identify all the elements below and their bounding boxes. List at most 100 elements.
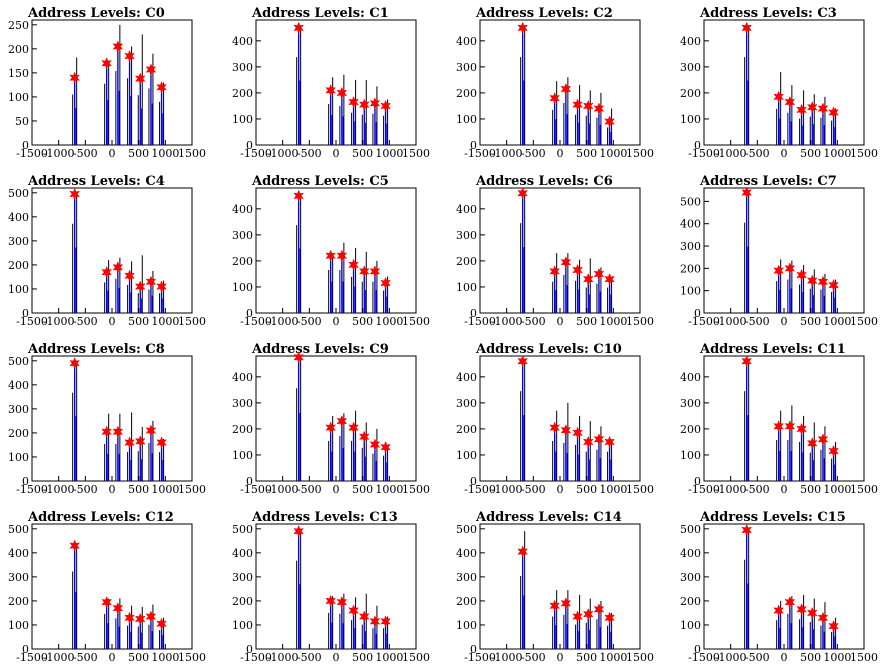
x-tick-label: 1000 bbox=[375, 483, 403, 496]
y-tick-label: 200 bbox=[232, 87, 253, 100]
peak-marker bbox=[560, 597, 572, 610]
y-tick-label: 300 bbox=[680, 240, 701, 253]
x-tick-label: -500 bbox=[73, 147, 98, 160]
y-tick-label: 100 bbox=[232, 281, 253, 294]
x-tick-label: 0 bbox=[781, 147, 788, 160]
x-tick-label: -1000 bbox=[267, 147, 299, 160]
peak-marker bbox=[572, 610, 583, 623]
x-tick-label: 0 bbox=[333, 315, 340, 328]
y-tick-label: 500 bbox=[8, 187, 29, 200]
x-tick-label: -1000 bbox=[43, 651, 75, 664]
y-tick-label: 100 bbox=[456, 449, 477, 462]
x-tick-label: -1500 bbox=[464, 651, 496, 664]
x-tick-label: -1500 bbox=[240, 483, 272, 496]
y-tick-label: 0 bbox=[22, 139, 29, 152]
peak-marker bbox=[773, 264, 785, 277]
x-tick-label: -1500 bbox=[464, 483, 496, 496]
y-tick-label: 300 bbox=[232, 571, 253, 584]
chart-panel: Address Levels: C11 0 100 200 300 400 -1500-10… bbox=[680, 342, 878, 496]
y-tick-label: 100 bbox=[8, 451, 29, 464]
x-tick-label: 0 bbox=[109, 651, 116, 664]
x-tick-label: -1000 bbox=[267, 483, 299, 496]
peak-marker bbox=[741, 186, 753, 199]
y-tick-label: 0 bbox=[470, 139, 477, 152]
x-tick-label: 1500 bbox=[402, 315, 430, 328]
plot-frame bbox=[703, 187, 865, 314]
peak-marker bbox=[145, 63, 157, 76]
y-tick-label: 0 bbox=[22, 475, 29, 488]
x-tick-label: 1000 bbox=[375, 147, 403, 160]
peak-marker bbox=[134, 612, 146, 626]
x-tick-label: -500 bbox=[73, 315, 98, 328]
chart-title: Address Levels: C15 bbox=[699, 510, 846, 525]
y-tick-label: 200 bbox=[8, 259, 29, 272]
x-tick-label: 0 bbox=[109, 315, 116, 328]
y-tick-label: 0 bbox=[694, 475, 701, 488]
y-tick-label: 400 bbox=[456, 203, 477, 216]
y-tick-label: 200 bbox=[8, 43, 29, 56]
y-tick-label: 100 bbox=[456, 619, 477, 632]
peak-marker bbox=[358, 610, 370, 623]
peak-marker bbox=[380, 99, 391, 113]
plot-frame bbox=[703, 19, 865, 146]
peak-marker bbox=[293, 21, 305, 34]
plot-frame bbox=[31, 355, 193, 482]
x-tick-label: 500 bbox=[128, 651, 149, 664]
x-tick-label: 1000 bbox=[151, 315, 179, 328]
peak-marker bbox=[293, 351, 305, 364]
x-tick-label: 0 bbox=[333, 483, 340, 496]
peak-marker bbox=[549, 265, 561, 278]
peak-marker bbox=[369, 615, 381, 628]
x-tick-label: -1000 bbox=[715, 315, 747, 328]
peak-marker bbox=[134, 72, 146, 85]
peak-marker bbox=[358, 265, 370, 278]
y-tick-label: 0 bbox=[694, 139, 701, 152]
x-tick-label: 1000 bbox=[375, 651, 403, 664]
peak-marker bbox=[549, 91, 561, 105]
peak-marker bbox=[517, 21, 529, 34]
chart-title: Address Levels: C1 bbox=[251, 6, 389, 21]
peak-marker bbox=[593, 433, 605, 446]
y-tick-label: 400 bbox=[680, 35, 701, 48]
peak-marker bbox=[741, 21, 753, 34]
peak-marker bbox=[572, 98, 583, 111]
x-tick-label: -500 bbox=[521, 483, 546, 496]
chart-title: Address Levels: C5 bbox=[251, 174, 389, 189]
y-tick-label: 500 bbox=[456, 523, 477, 536]
chart-title: Address Levels: C13 bbox=[251, 510, 398, 525]
plot-frame bbox=[703, 523, 865, 650]
y-tick-label: 200 bbox=[232, 595, 253, 608]
x-tick-label: 1000 bbox=[151, 651, 179, 664]
x-tick-label: 1500 bbox=[850, 147, 878, 160]
peak-marker bbox=[112, 261, 124, 274]
chart-title: Address Levels: C10 bbox=[475, 342, 622, 357]
peak-marker bbox=[348, 258, 359, 271]
peak-marker bbox=[773, 604, 785, 617]
y-tick-label: 0 bbox=[246, 307, 253, 320]
peak-marker bbox=[156, 280, 167, 293]
x-tick-label: -1000 bbox=[491, 147, 523, 160]
y-tick-label: 50 bbox=[15, 115, 29, 128]
y-tick-label: 300 bbox=[680, 61, 701, 74]
x-tick-label: 1000 bbox=[599, 483, 627, 496]
plot-frame bbox=[31, 523, 193, 650]
chart-panel: Address Levels: C0 0 50 100 150 200 250 -1500-1… bbox=[8, 6, 206, 160]
x-tick-label: -1000 bbox=[43, 147, 75, 160]
x-tick-label: 1500 bbox=[178, 147, 206, 160]
y-tick-label: 400 bbox=[8, 379, 29, 392]
peak-marker bbox=[156, 617, 167, 630]
peak-marker bbox=[369, 265, 381, 278]
y-tick-label: 400 bbox=[680, 218, 701, 231]
peak-marker bbox=[773, 420, 785, 433]
peak-marker bbox=[348, 95, 359, 109]
peak-marker bbox=[572, 263, 583, 277]
peak-marker bbox=[806, 606, 818, 620]
y-tick-label: 500 bbox=[8, 523, 29, 536]
y-tick-label: 300 bbox=[232, 397, 253, 410]
x-tick-label: -500 bbox=[745, 483, 770, 496]
y-tick-label: 200 bbox=[680, 595, 701, 608]
y-tick-label: 0 bbox=[246, 139, 253, 152]
y-tick-label: 100 bbox=[8, 283, 29, 296]
peak-marker bbox=[773, 90, 785, 103]
